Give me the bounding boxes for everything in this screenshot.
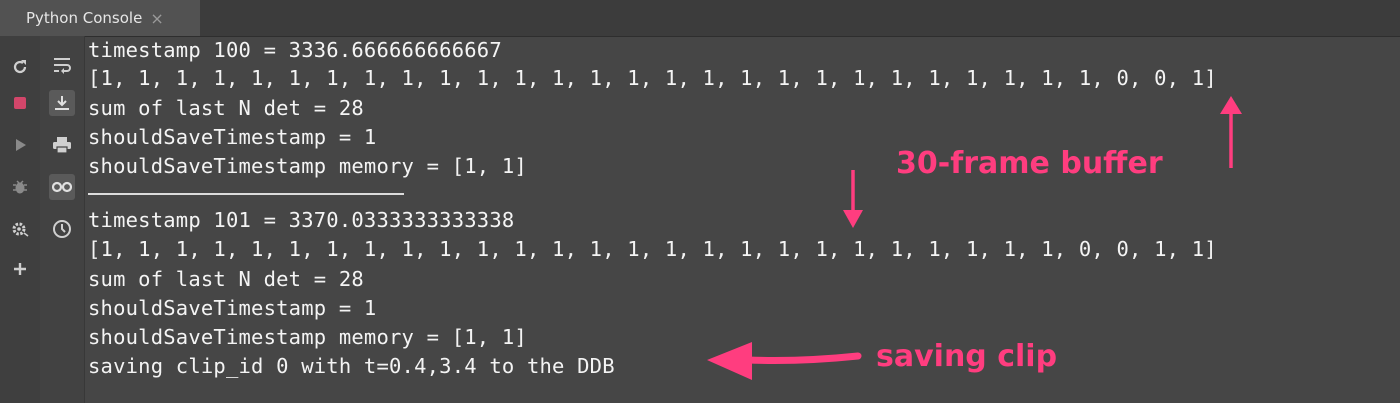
run-icon[interactable] — [9, 134, 31, 156]
console-line: saving clip_id 0 with t=0.4,3.4 to the D… — [88, 354, 615, 378]
tab-label: Python Console — [26, 9, 143, 27]
annotation-buffer-label: 30-frame buffer — [896, 146, 1163, 181]
show-variables-icon[interactable] — [49, 174, 75, 200]
left-action-toolbar — [0, 36, 40, 403]
settings-icon[interactable] — [9, 218, 31, 240]
rerun-icon[interactable] — [9, 56, 31, 78]
console-line: sum of last N det = 28 — [88, 96, 364, 120]
console-line: timestamp 101 = 3370.0333333333338 — [88, 208, 515, 232]
close-icon[interactable]: × — [150, 8, 164, 28]
annotation-saving-label: saving clip — [876, 339, 1058, 374]
console-line: sum of last N det = 28 — [88, 267, 364, 291]
add-icon[interactable] — [9, 258, 31, 280]
print-icon[interactable] — [51, 134, 73, 156]
stop-icon[interactable] — [9, 92, 31, 114]
console-line: shouldSaveTimestamp = 1 — [88, 296, 377, 320]
console-line: [1, 1, 1, 1, 1, 1, 1, 1, 1, 1, 1, 1, 1, … — [88, 237, 1217, 261]
console-line: shouldSaveTimestamp memory = [1, 1] — [88, 154, 527, 178]
history-icon[interactable] — [51, 218, 73, 240]
console-line: [1, 1, 1, 1, 1, 1, 1, 1, 1, 1, 1, 1, 1, … — [88, 66, 1217, 90]
scroll-to-end-icon[interactable] — [49, 90, 75, 116]
console-tools-toolbar — [40, 36, 85, 403]
separator-line — [88, 193, 404, 195]
console-line: shouldSaveTimestamp = 1 — [88, 125, 377, 149]
tool-window-header: Python Console × — [0, 0, 1400, 37]
debug-icon[interactable] — [9, 176, 31, 198]
console-line: timestamp 100 = 3336.666666666667 — [88, 38, 502, 62]
tab-python-console[interactable]: Python Console × — [0, 0, 200, 36]
console-line: shouldSaveTimestamp memory = [1, 1] — [88, 325, 527, 349]
soft-wrap-icon[interactable] — [51, 54, 73, 76]
console-output[interactable]: timestamp 100 = 3336.666666666667 [1, 1,… — [88, 36, 1400, 403]
